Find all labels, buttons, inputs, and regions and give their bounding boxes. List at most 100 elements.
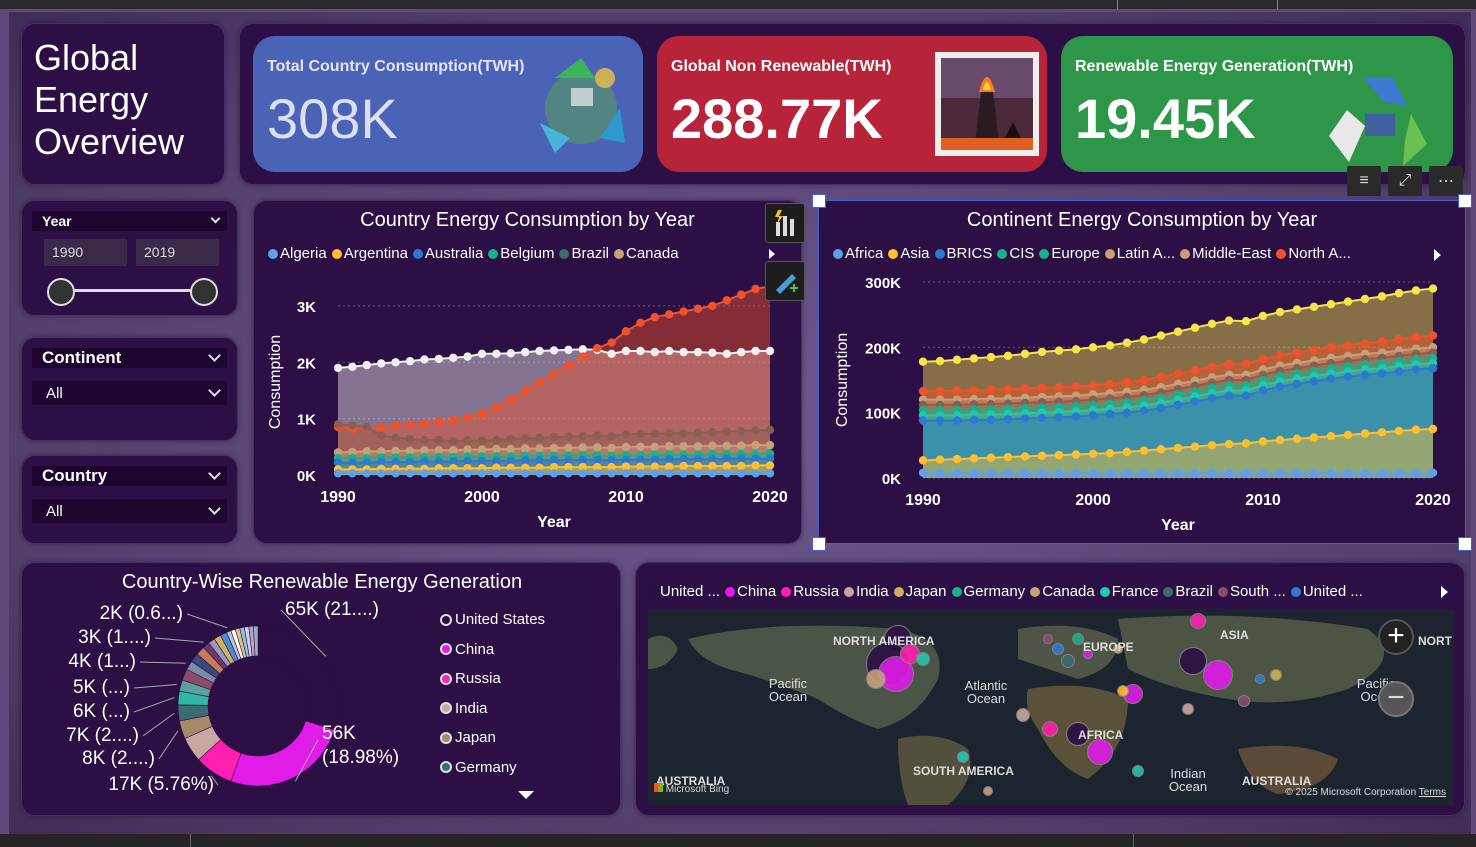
data-point: [1054, 346, 1064, 355]
map-bubble[interactable]: [1072, 633, 1084, 645]
continent-consumption-chart[interactable]: Continent Energy Consumption by Year Afr…: [818, 200, 1466, 544]
map-bubble[interactable]: [1016, 708, 1030, 722]
map-bubble[interactable]: [1043, 634, 1053, 644]
legend-item[interactable]: Russia: [440, 664, 545, 694]
zoom-out-button[interactable]: −: [1378, 681, 1414, 717]
country-slicer-header[interactable]: Country: [32, 466, 227, 486]
map-bubble[interactable]: [983, 786, 993, 796]
legend-item[interactable]: United ...: [648, 583, 720, 600]
legend-item[interactable]: South ...: [1217, 583, 1286, 600]
legend-item[interactable]: Germany: [440, 753, 545, 783]
kpi-non-renewable[interactable]: Global Non Renewable(TWH) 288.77K: [657, 36, 1047, 172]
chevron-down-icon[interactable]: [208, 384, 221, 397]
map-bubble[interactable]: [1270, 669, 1282, 681]
map-bubble[interactable]: [1190, 613, 1206, 629]
legend-item[interactable]: Europe: [1039, 245, 1100, 262]
map-bubble[interactable]: [1179, 647, 1207, 675]
legend-item[interactable]: Japan: [893, 583, 947, 600]
map-bubble[interactable]: [1052, 643, 1064, 655]
chevron-down-icon[interactable]: [208, 502, 221, 515]
legend-item[interactable]: BRICS: [934, 245, 992, 262]
resize-handle[interactable]: [1458, 194, 1472, 208]
year-from-input[interactable]: 1990: [44, 239, 127, 266]
renewable-map-card[interactable]: United ... China Russia India Japan Germany Ca…: [635, 562, 1465, 816]
legend-item[interactable]: Latin A...: [1104, 245, 1175, 262]
data-point: [1173, 369, 1183, 378]
country-consumption-chart[interactable]: Country Energy Consumption by Year Alger…: [253, 200, 802, 544]
map-bubble[interactable]: [1203, 660, 1233, 690]
resize-handle[interactable]: [812, 194, 826, 208]
legend-item[interactable]: Canada: [1030, 583, 1095, 600]
map-bubble[interactable]: [1066, 722, 1090, 746]
legend-item[interactable]: Belgium: [488, 245, 554, 262]
renewable-donut-card[interactable]: Country-Wise Renewable Energy Generation…: [21, 562, 621, 816]
legend-item[interactable]: Brazil: [1163, 583, 1213, 600]
map-bubble[interactable]: [1132, 765, 1144, 777]
format-brush-icon[interactable]: [765, 261, 805, 301]
legend-item[interactable]: Canada: [614, 245, 679, 262]
map-bubble[interactable]: [866, 669, 886, 689]
map-bubble[interactable]: [1061, 654, 1075, 668]
data-point: [377, 457, 386, 467]
legend-item[interactable]: CIS: [997, 245, 1034, 262]
legend-item[interactable]: Middle-East: [1180, 245, 1271, 262]
legend-item[interactable]: Australia: [412, 245, 483, 262]
legend-item[interactable]: Africa: [833, 245, 883, 262]
legend-item[interactable]: Russia: [781, 583, 839, 600]
map-bubble[interactable]: [1083, 649, 1093, 659]
terms-link[interactable]: Terms: [1418, 787, 1446, 798]
legend-item[interactable]: China: [725, 583, 776, 600]
legend-item[interactable]: North A...: [1276, 245, 1351, 262]
data-point: [420, 355, 429, 364]
legend-item[interactable]: India: [844, 583, 889, 600]
map-bubble[interactable]: [916, 652, 930, 666]
year-to-input[interactable]: 2019: [136, 239, 219, 266]
chevron-down-icon[interactable]: [208, 349, 221, 362]
year-slider-start-handle[interactable]: [47, 278, 75, 306]
map-bubble[interactable]: [1182, 703, 1194, 715]
legend-item[interactable]: France: [1099, 583, 1158, 600]
kpi-total-consumption[interactable]: Total Country Consumption(TWH) 308K: [253, 36, 643, 172]
map-bubble[interactable]: [1238, 695, 1250, 707]
year-slider-track[interactable]: [62, 289, 204, 292]
kpi-renewable[interactable]: Renewable Energy Generation(TWH) 19.45K: [1061, 36, 1453, 172]
map-bubble[interactable]: [957, 751, 969, 763]
chevron-down-icon[interactable]: [208, 467, 221, 480]
legend-item[interactable]: India: [440, 694, 545, 724]
legend-item[interactable]: Germany: [951, 583, 1025, 600]
legend-item[interactable]: Brazil: [559, 245, 609, 262]
legend-item[interactable]: United States: [440, 605, 545, 635]
legend-next-icon[interactable]: [1434, 249, 1441, 261]
country-dropdown[interactable]: All: [32, 499, 227, 523]
map-bubble[interactable]: [1042, 721, 1058, 737]
resize-handle[interactable]: [812, 537, 826, 551]
visual-type-icon[interactable]: [765, 203, 805, 243]
donut-chart[interactable]: 65K (21....) 56K (18.98%) 17K (5.76%) 8K (2.…: [22, 593, 442, 817]
world-map[interactable]: NORTH AMERICA EUROPE ASIA NORT Pacific Ocean…: [648, 609, 1454, 805]
continent-slicer-header[interactable]: Continent: [32, 348, 227, 368]
resize-handle[interactable]: [1458, 537, 1472, 551]
chevron-down-icon[interactable]: [210, 213, 221, 224]
year-slicer-header[interactable]: Year: [32, 211, 227, 231]
area-chart-plot[interactable]: 0K 100K 200K 300K 1990 2000 2010 2020 Year Consum…: [819, 271, 1465, 543]
legend-item[interactable]: Asia: [888, 245, 930, 262]
more-options-icon[interactable]: ⋯: [1429, 166, 1463, 196]
legend-item[interactable]: China: [440, 635, 545, 665]
year-slider-end-handle[interactable]: [190, 278, 218, 306]
legend-next-icon[interactable]: [769, 249, 775, 259]
legend-next-icon[interactable]: [1441, 586, 1448, 598]
filter-icon[interactable]: ≡: [1347, 166, 1381, 196]
legend-item[interactable]: Japan: [440, 723, 545, 753]
continent-dropdown[interactable]: All: [32, 381, 227, 405]
zoom-in-button[interactable]: +: [1378, 619, 1414, 655]
legend-item[interactable]: United ...: [1290, 583, 1363, 600]
focus-mode-icon[interactable]: ⤢: [1388, 166, 1422, 196]
map-bubble[interactable]: [1113, 644, 1123, 654]
legend-scroll-down-icon[interactable]: [518, 791, 534, 799]
map-bubble[interactable]: [1087, 739, 1113, 765]
legend-item[interactable]: Argentina: [331, 245, 408, 262]
area-chart-plot[interactable]: 0K 1K 2K 3K 1990 2000 2010 2020 Year Consumption: [254, 271, 803, 543]
map-bubble[interactable]: [1117, 685, 1129, 697]
legend-item[interactable]: Algeria: [268, 245, 327, 262]
map-bubble[interactable]: [1255, 674, 1265, 684]
